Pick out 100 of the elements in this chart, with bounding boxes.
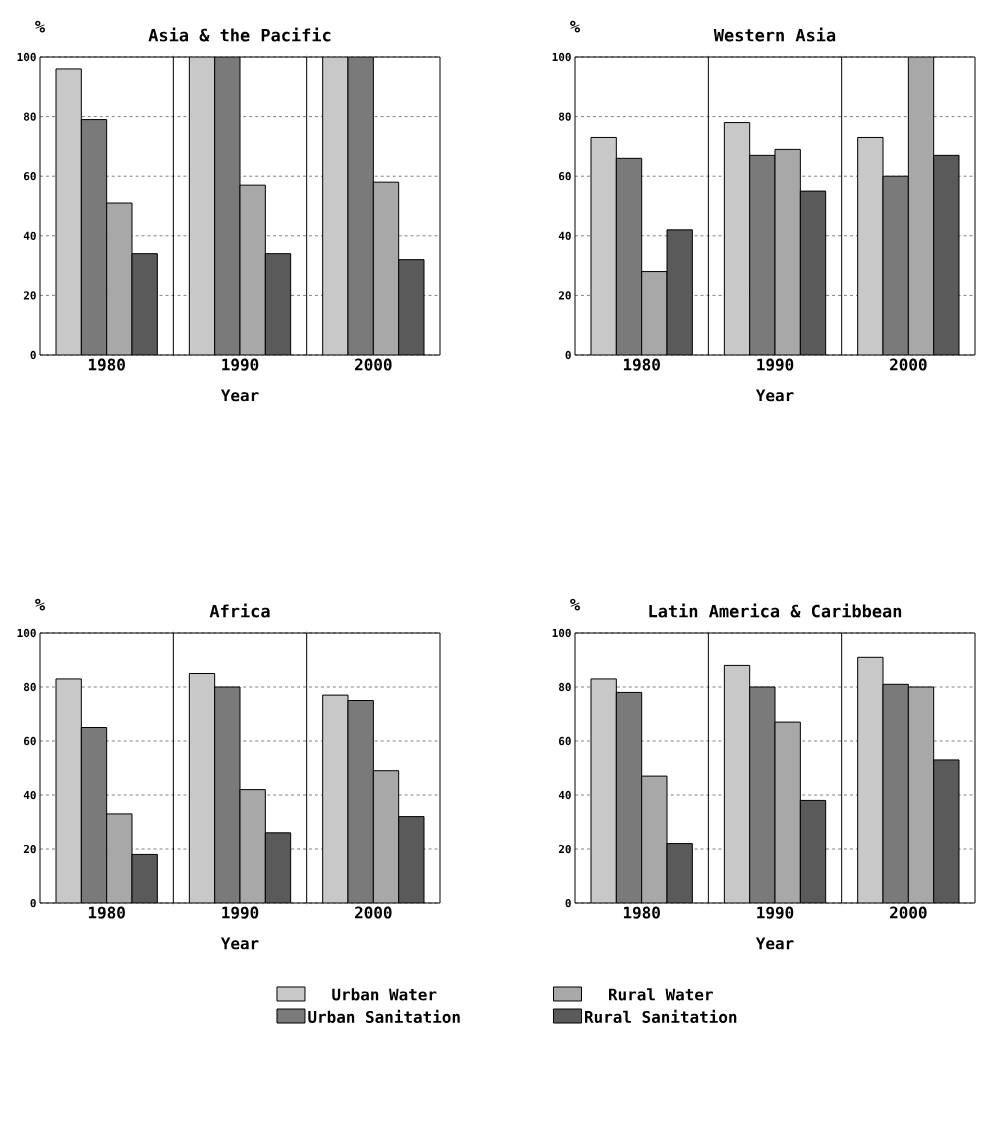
y-axis-title: % (570, 598, 580, 611)
y-tick-label: 60 (23, 172, 36, 181)
x-axis-title: Year (220, 937, 259, 950)
x-tick-label: 1980 (88, 906, 125, 919)
y-tick-label: 100 (552, 628, 571, 638)
x-tick-label: 1980 (623, 358, 660, 371)
bar (857, 136, 884, 355)
y-tick-label: 60 (558, 736, 571, 746)
bar (667, 229, 693, 355)
bar (616, 158, 642, 355)
x-axis-title: Year (755, 389, 794, 402)
y-tick-label: 20 (558, 291, 571, 300)
bar (106, 203, 132, 355)
bar (398, 259, 425, 355)
bar (214, 687, 240, 904)
bar (857, 656, 884, 904)
y-tick-label: 80 (23, 682, 36, 692)
bar (933, 154, 960, 355)
legend-label: Rural Sanitation (585, 1009, 737, 1023)
bar (398, 816, 425, 904)
bar (106, 813, 132, 904)
bar (347, 700, 374, 904)
y-tick-label: 20 (23, 291, 36, 300)
y-tick-label: 20 (558, 844, 571, 854)
y-tick-label: 20 (23, 844, 36, 854)
legend-label: Urban Water (332, 988, 437, 1001)
bar (641, 776, 668, 904)
bar (240, 789, 266, 904)
bar (132, 854, 158, 904)
y-tick-label: 0 (565, 350, 571, 360)
chart-title: Asia & the Pacific (148, 27, 331, 42)
bar (749, 687, 776, 904)
x-tick-label: 1990 (757, 906, 794, 919)
bar (882, 683, 909, 904)
x-tick-label: 1990 (757, 358, 794, 371)
y-tick-label: 40 (23, 790, 36, 800)
y-tick-label: 0 (565, 898, 571, 908)
bar (641, 271, 668, 355)
x-tick-label: 1990 (222, 358, 259, 371)
bar (56, 68, 82, 355)
bar (265, 253, 291, 355)
x-tick-label: 1990 (222, 906, 259, 919)
bar (907, 57, 935, 355)
y-tick-label: 60 (558, 172, 571, 181)
bar (882, 175, 909, 355)
y-tick-label: 80 (558, 112, 571, 121)
bar (800, 800, 826, 904)
x-tick-label: 2000 (890, 906, 927, 919)
bar (591, 137, 617, 355)
y-tick-label: 100 (552, 52, 571, 62)
bar (907, 686, 935, 904)
y-tick-label: 100 (17, 52, 36, 62)
x-axis-title: Year (220, 389, 259, 402)
legend-label: Urban Sanitation (308, 1009, 460, 1023)
y-tick-label: 0 (30, 898, 36, 908)
x-axis-title: Year (755, 937, 794, 950)
bar (265, 832, 291, 904)
bar (189, 673, 215, 904)
x-tick-label: 2000 (890, 358, 927, 371)
x-tick-label: 2000 (355, 358, 392, 371)
chart-title: Latin America & Caribbean (649, 603, 902, 618)
bar (240, 185, 266, 355)
y-axis-title: % (35, 20, 45, 33)
y-tick-label: 0 (30, 350, 36, 360)
y-tick-label: 40 (23, 231, 36, 240)
bar (322, 57, 349, 355)
x-tick-label: 1980 (88, 358, 125, 371)
bar (189, 57, 215, 355)
bar (667, 843, 693, 904)
x-tick-label: 1980 (623, 906, 660, 919)
chart-title: Africa (209, 603, 270, 618)
bar (724, 665, 750, 904)
bar (800, 191, 826, 355)
legend-label: Rural Water (609, 988, 713, 1001)
bar (81, 727, 107, 904)
bar (56, 678, 82, 904)
y-tick-label: 100 (17, 628, 36, 638)
bar (775, 149, 801, 355)
bar (372, 770, 400, 904)
bar (132, 253, 158, 355)
bar (933, 759, 960, 904)
y-axis-title: % (35, 598, 45, 611)
bar (214, 57, 240, 355)
bar (322, 694, 349, 904)
y-tick-label: 40 (558, 231, 571, 240)
bar (749, 155, 776, 355)
chart-title: Western Asia (713, 27, 836, 42)
y-tick-label: 40 (558, 790, 571, 800)
y-axis-title: % (570, 20, 580, 33)
y-tick-label: 60 (23, 736, 36, 746)
bar (616, 692, 642, 904)
bar (347, 57, 374, 355)
bar (81, 119, 107, 355)
y-tick-label: 80 (23, 112, 36, 121)
x-tick-label: 2000 (355, 906, 392, 919)
y-tick-label: 80 (558, 682, 571, 692)
bar (372, 181, 400, 355)
bar (775, 722, 801, 904)
bar (724, 122, 750, 355)
bar (591, 678, 617, 904)
